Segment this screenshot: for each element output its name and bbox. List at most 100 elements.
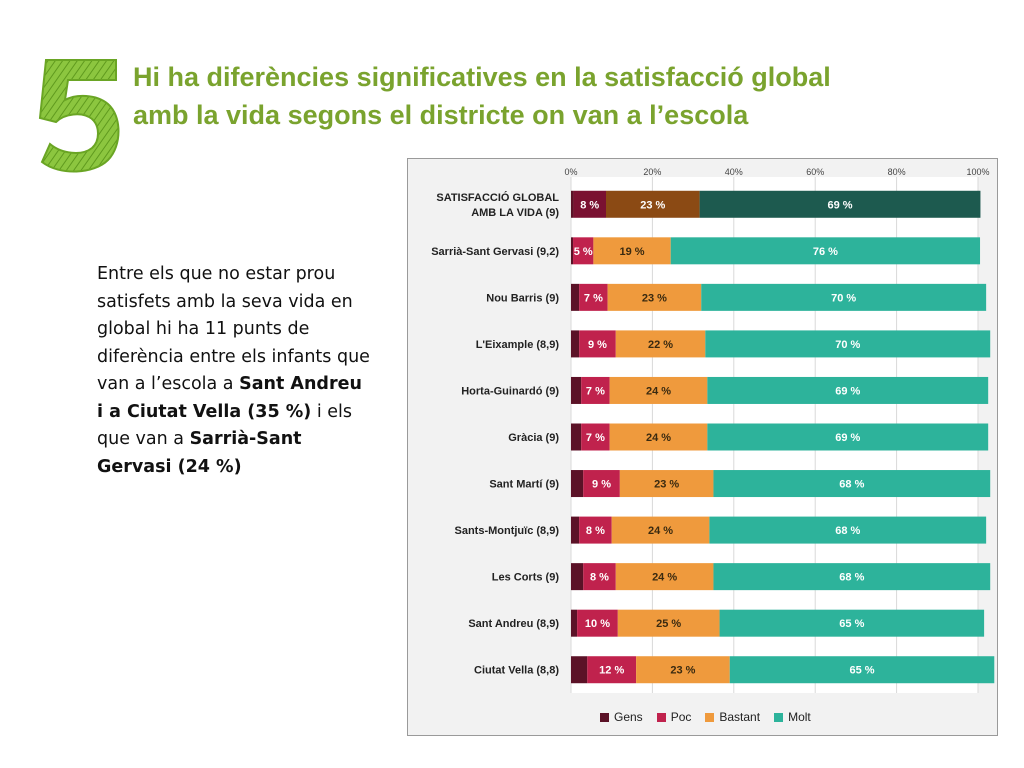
legend-item: Poc	[656, 710, 692, 724]
data-label: 23 %	[642, 292, 667, 304]
bar-segment-poc	[579, 283, 608, 311]
bar-segment-bastant	[607, 283, 702, 311]
bar-segment-gens	[571, 516, 580, 544]
bar-segment-bastant	[593, 237, 671, 265]
category-label: Horta-Guinardó (9)	[461, 385, 559, 397]
data-label: 7 %	[586, 385, 605, 397]
data-label: 65 %	[839, 618, 864, 630]
legend-swatch	[705, 712, 715, 722]
bar-segment-bastant	[606, 190, 700, 218]
category-label: Sant Andreu (8,9)	[468, 618, 559, 630]
bar-segment-gens	[571, 283, 580, 311]
x-tick-label: 60%	[806, 167, 824, 177]
bar-segment-gens	[571, 423, 582, 451]
bar-segment-molt	[719, 609, 985, 637]
bar-segment-poc	[579, 516, 612, 544]
data-label: 24 %	[646, 385, 671, 397]
bar-segment-molt	[713, 563, 991, 591]
category-label: Sant Martí (9)	[489, 479, 559, 491]
bar-segment-bastant	[619, 470, 714, 498]
category-label: Nou Barris (9)	[486, 292, 559, 304]
legend-label: Gens	[614, 710, 643, 724]
x-tick-label: 40%	[725, 167, 743, 177]
data-label: 70 %	[835, 339, 860, 351]
data-label: 68 %	[839, 479, 864, 491]
body-paragraph: Entre els que no estar prou satisfets am…	[97, 261, 372, 481]
data-label: 8 %	[590, 572, 609, 584]
bar-segment-bastant	[609, 423, 708, 451]
bar-segment-bastant	[609, 376, 708, 404]
category-label: Ciutat Vella (8,8)	[474, 665, 559, 677]
data-label: 12 %	[599, 665, 624, 677]
bar-segment-gens	[571, 376, 582, 404]
bar-segment-molt	[729, 656, 995, 684]
bar-segment-molt	[707, 376, 989, 404]
body-text-bold2: Sarrià-Sant Gervasi (24 %)	[97, 429, 302, 477]
bar-segment-gens	[571, 563, 584, 591]
data-label: 70 %	[831, 292, 856, 304]
data-label: 9 %	[588, 339, 607, 351]
data-label: 10 %	[585, 618, 610, 630]
bar-segment-molt	[701, 283, 987, 311]
x-tick-label: 0%	[564, 167, 577, 177]
data-label: 65 %	[849, 665, 874, 677]
title-line-1: Hi ha diferències significatives en la s…	[133, 62, 831, 92]
body-text-bold1: Sant Andreu i a Ciutat Vella (35 %)	[97, 374, 362, 422]
body-text-part2: i els que van a	[97, 401, 352, 450]
data-label: 7 %	[586, 432, 605, 444]
bar-segment-gens	[571, 656, 588, 684]
legend-item: Molt	[774, 710, 811, 724]
category-label: Sarrià-Sant Gervasi (9,2)	[431, 246, 559, 258]
data-label: 22 %	[648, 339, 673, 351]
data-label: 25 %	[656, 618, 681, 630]
bar-segment-poc	[577, 609, 618, 637]
category-label: L'Eixample (8,9)	[476, 339, 560, 351]
title-line-2: amb la vida segons el districte on van a…	[133, 100, 749, 130]
bar-segment-poc	[581, 376, 610, 404]
data-label: 76 %	[813, 246, 838, 258]
data-label: 69 %	[835, 385, 860, 397]
legend-label: Molt	[788, 710, 811, 724]
bar-segment-bastant	[636, 656, 730, 684]
bar-segment-gens	[571, 330, 580, 358]
data-label: 5 %	[574, 246, 593, 258]
legend-swatch	[774, 712, 784, 722]
x-tick-label: 100%	[966, 167, 989, 177]
bar-segment-molt	[699, 190, 981, 218]
data-label: 24 %	[648, 525, 673, 537]
data-label: 8 %	[580, 199, 599, 211]
legend-item: Bastant	[705, 710, 760, 724]
bar-segment-molt	[713, 470, 991, 498]
legend-label: Poc	[670, 710, 692, 724]
legend-swatch	[600, 712, 609, 722]
data-label: 9 %	[592, 479, 611, 491]
x-tick-label: 80%	[888, 167, 906, 177]
slide-title: Hi ha diferències significatives en la s…	[133, 58, 933, 134]
data-label: 24 %	[646, 432, 671, 444]
body-text-part1: Entre els que no estar prou satisfets am…	[97, 264, 370, 394]
stacked-bar-chart: 0% 20% 40% 60% 80% 100% SATISFACCIÓ GLOBAL AMB …	[407, 158, 998, 736]
slide-number-five	[38, 59, 120, 173]
data-label: 7 %	[584, 292, 603, 304]
bar-segment-gens	[571, 470, 584, 498]
data-label: 19 %	[620, 246, 645, 258]
bar-segment-poc	[579, 330, 616, 358]
category-label: Gràcia (9)	[508, 432, 559, 444]
legend-swatch	[656, 712, 666, 722]
data-label: 23 %	[640, 199, 665, 211]
bar-segment-bastant	[617, 609, 720, 637]
bar-segment-molt	[705, 330, 991, 358]
category-label: Les Corts (9)	[492, 572, 560, 584]
data-label: 69 %	[827, 199, 852, 211]
bar-segment-bastant	[615, 330, 706, 358]
data-label: 23 %	[654, 479, 679, 491]
bar-segment-poc	[573, 237, 594, 265]
legend-item: Gens	[600, 710, 643, 724]
category-label: AMB LA VIDA (9)	[471, 207, 559, 219]
bar-segment-bastant	[615, 563, 714, 591]
bar-segment-molt	[709, 516, 987, 544]
bar-segment-bastant	[611, 516, 710, 544]
data-label: 8 %	[586, 525, 605, 537]
bar-segment-molt	[670, 237, 981, 265]
category-label: SATISFACCIÓ GLOBAL	[436, 191, 559, 204]
